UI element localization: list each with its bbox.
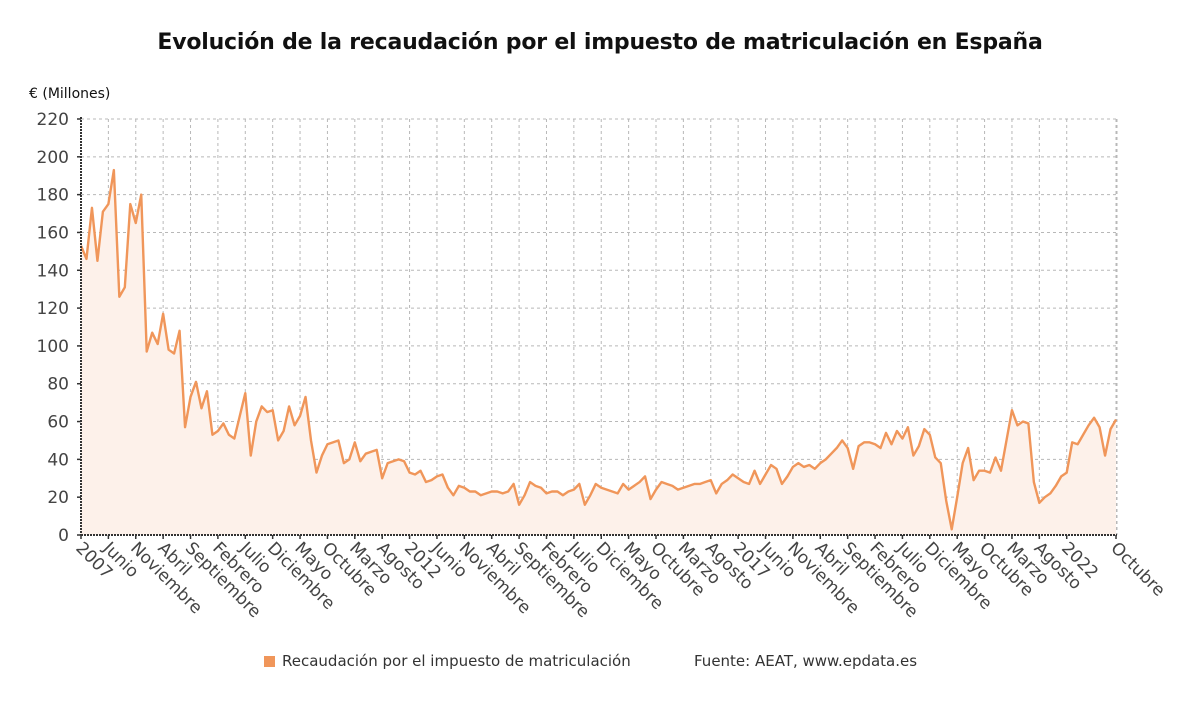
y-tick-label: 20: [47, 488, 69, 508]
legend-label: Recaudación por el impuesto de matricula…: [282, 652, 631, 670]
y-tick-label: 140: [37, 261, 69, 281]
series-line: [79, 168, 1118, 531]
y-tick-label: 180: [37, 186, 69, 206]
y-tick-label: 40: [47, 450, 69, 470]
source-note: Fuente: AEAT, www.epdata.es: [694, 652, 918, 670]
y-tick-label: 220: [37, 110, 69, 130]
y-tick-label: 100: [37, 337, 69, 357]
y-tick-label: 200: [37, 148, 69, 168]
y-tick-label: 120: [37, 299, 69, 319]
axes: [80, 117, 1117, 536]
y-tick-label: 80: [47, 375, 69, 395]
x-ticks: 2007JunioNoviembreAbrilSeptiembreFebrero…: [71, 535, 1169, 622]
y-tick-label: 0: [58, 526, 69, 546]
y-axis-label: € (Millones): [29, 86, 111, 102]
series-area-fill: [81, 170, 1116, 536]
y-tick-label: 60: [47, 413, 69, 433]
legend-swatch: [264, 655, 275, 667]
chart-title: Evolución de la recaudación por el impue…: [157, 30, 1043, 55]
y-ticks: 0 20 40 60 80 100 120 140 160 180 200 220: [37, 110, 81, 546]
legend: Recaudación por el impuesto de matricula…: [264, 652, 631, 670]
x-tick-label: Octubre: [1106, 538, 1168, 600]
y-tick-label: 160: [37, 223, 69, 243]
